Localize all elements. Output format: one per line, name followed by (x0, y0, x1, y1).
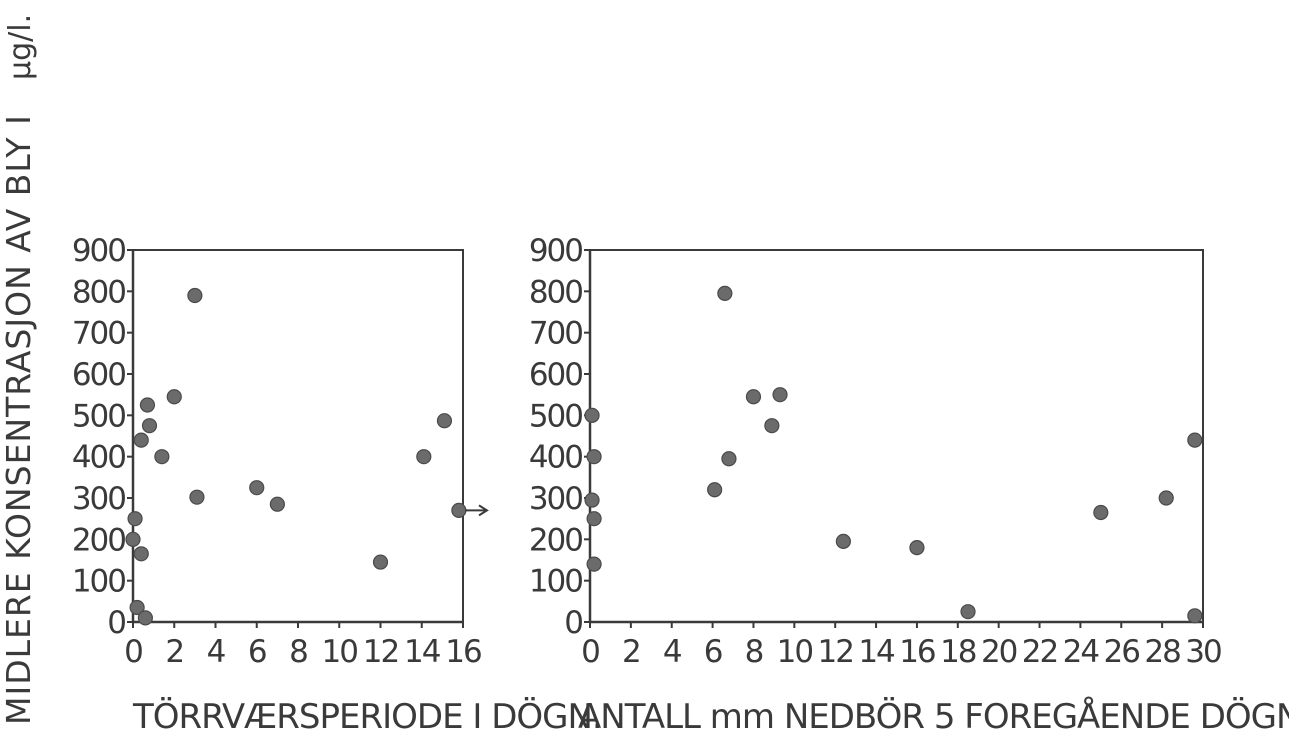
data-point (586, 511, 602, 527)
data-point (249, 480, 265, 496)
data-point (586, 449, 602, 465)
x-tick-label: 12 (817, 634, 852, 670)
x-tick-label: 10 (777, 634, 813, 670)
data-point (451, 502, 467, 518)
y-axis-label: MIDLERE KONSENTRASJON AV BLY I (0, 114, 38, 725)
y-tick-label: 800 (72, 274, 125, 310)
data-point (909, 539, 925, 556)
left-x-axis-label: TÖRRVÆRSPERIODE I DÖGN. (132, 696, 602, 737)
data-point (1158, 490, 1174, 506)
data-point (584, 407, 600, 423)
x-tick-label: 14 (858, 634, 894, 670)
y-tick-label: 500 (529, 398, 582, 434)
y-tick-label: 500 (72, 398, 125, 434)
x-tick-label: 0 (124, 634, 142, 670)
y-tick-label: 800 (529, 274, 582, 310)
y-tick-label: 900 (72, 233, 125, 269)
x-tick-label: 10 (322, 634, 358, 670)
data-point (166, 389, 182, 405)
data-point (125, 531, 141, 547)
data-point (139, 397, 156, 413)
arrow-head-icon (478, 504, 489, 517)
y-tick-label: 0 (564, 605, 582, 641)
y-tick-label: 700 (529, 316, 582, 352)
x-tick-label: 2 (622, 634, 640, 670)
data-point (772, 387, 788, 403)
x-tick-label: 8 (289, 634, 307, 670)
y-axis-unit: µg/l. (3, 14, 38, 80)
x-tick-label: 6 (704, 634, 722, 670)
data-point (745, 389, 762, 405)
y-tick-label: 300 (529, 481, 582, 517)
data-point (137, 610, 153, 626)
data-point (717, 285, 733, 301)
plot-frame (132, 249, 464, 623)
data-point (960, 604, 976, 620)
x-tick-label: 12 (363, 634, 398, 670)
data-point (721, 451, 737, 467)
plot-frame (589, 249, 1204, 623)
x-tick-label: 0 (581, 634, 599, 670)
x-tick-label: 28 (1144, 634, 1180, 670)
y-tick-label: 100 (72, 564, 125, 600)
x-tick-label: 16 (899, 634, 935, 670)
y-tick-label: 700 (72, 316, 125, 352)
x-tick-label: 20 (981, 634, 1017, 670)
y-tick-label: 0 (107, 605, 125, 641)
y-tick-label: 600 (72, 357, 125, 393)
data-point (416, 449, 432, 465)
x-tick-label: 24 (1063, 634, 1099, 670)
y-tick-label: 200 (529, 522, 582, 558)
y-tick-label: 300 (72, 481, 125, 517)
x-tick-label: 26 (1104, 634, 1140, 670)
data-point (189, 489, 205, 505)
data-point (154, 449, 170, 465)
data-point (584, 492, 600, 508)
data-point (129, 599, 145, 616)
y-tick-label: 400 (529, 440, 582, 476)
x-tick-label: 4 (663, 634, 681, 670)
data-point (133, 546, 149, 562)
x-tick-label: 2 (165, 634, 183, 670)
y-tick-label: 900 (529, 233, 582, 269)
data-point (835, 533, 851, 550)
x-tick-label: 4 (207, 634, 225, 670)
data-point (133, 432, 149, 448)
y-tick-label: 100 (529, 564, 582, 600)
x-tick-label: 30 (1185, 634, 1221, 670)
data-point (436, 413, 453, 429)
data-point (1187, 432, 1203, 448)
data-point (764, 418, 780, 434)
y-tick-label: 200 (72, 522, 125, 558)
data-point (141, 418, 158, 434)
x-tick-label: 14 (404, 634, 440, 670)
data-point (1093, 504, 1109, 521)
y-tick-label: 400 (72, 440, 125, 476)
data-point (586, 556, 602, 572)
data-point (269, 496, 285, 512)
x-tick-label: 18 (940, 634, 976, 670)
x-tick-label: 22 (1022, 634, 1057, 670)
x-tick-label: 6 (248, 634, 266, 670)
x-tick-label: 16 (445, 634, 481, 670)
data-point (1187, 608, 1203, 624)
data-point (372, 554, 389, 570)
right-x-axis-label: ANTALL mm NEDBÖR 5 FOREGÅENDE DÖGN. (578, 696, 1289, 737)
data-point (187, 287, 203, 304)
x-tick-label: 8 (745, 634, 763, 670)
data-point (707, 482, 723, 498)
data-point (127, 511, 143, 527)
y-tick-label: 600 (529, 357, 582, 393)
